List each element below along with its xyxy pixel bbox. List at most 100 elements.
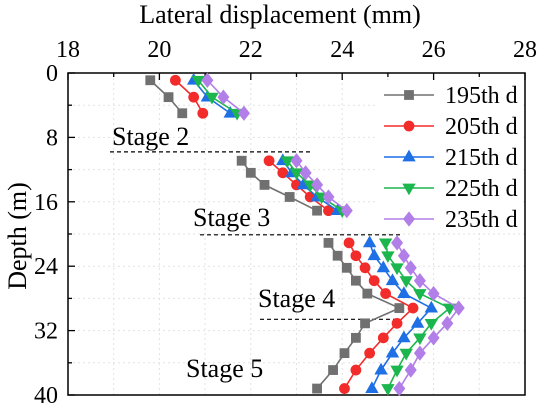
x-tick-label: 18 (56, 37, 80, 63)
legend-item: 225th d (384, 176, 518, 202)
data-point (289, 168, 304, 181)
data-point (339, 348, 350, 359)
series-205th-d (169, 74, 419, 394)
data-point (404, 362, 417, 378)
x-tick-label: 22 (239, 37, 263, 63)
x-tick-label: 28 (513, 37, 537, 63)
data-point (351, 332, 361, 343)
series-line (396, 242, 460, 389)
data-point (381, 384, 395, 396)
data-point (391, 235, 404, 251)
data-point (284, 192, 295, 202)
y-axis-title: Depth (m) (3, 182, 32, 290)
data-point (263, 155, 275, 167)
data-point (145, 75, 156, 86)
data-point (404, 260, 417, 276)
data-point (413, 289, 427, 301)
data-point (328, 365, 338, 375)
data-point (191, 75, 205, 88)
data-point (217, 89, 230, 105)
data-point (413, 345, 426, 361)
legend-item: 215th d (384, 145, 518, 171)
axis-ticks: 18 20 22 24 26 28 0 8 16 24 32 40 (34, 37, 537, 409)
data-point (442, 303, 457, 316)
y-tick-label: 32 (34, 319, 58, 345)
data-point (378, 238, 393, 251)
legend-label: 205th d (445, 114, 518, 140)
stage-label: Stage 2 (112, 122, 189, 151)
data-point (390, 263, 404, 276)
series (145, 72, 465, 397)
data-point (424, 300, 439, 313)
data-point (399, 276, 413, 288)
data-point (237, 105, 250, 121)
legend-marker (402, 183, 416, 196)
x-tick-label: 26 (422, 37, 446, 63)
data-point (197, 107, 209, 119)
data-point (312, 383, 322, 394)
data-point (360, 318, 370, 329)
series-225th-d (191, 75, 457, 396)
data-point (410, 316, 425, 328)
data-point (188, 91, 200, 103)
y-tick-label: 40 (34, 383, 58, 409)
legend-item: 235th d (384, 207, 518, 233)
data-point (365, 381, 379, 393)
data-point (399, 348, 413, 361)
y-tick-label: 24 (34, 254, 58, 280)
data-point (381, 251, 395, 264)
legend-label: 225th d (445, 176, 518, 202)
data-point (236, 155, 247, 166)
data-point (394, 303, 405, 313)
data-point (380, 288, 392, 299)
legend-marker (402, 211, 416, 227)
data-point (312, 205, 322, 216)
data-point (169, 74, 181, 86)
data-point (374, 362, 388, 375)
legend-background (378, 80, 523, 232)
stage-label: Stage 5 (186, 354, 263, 383)
data-point (377, 332, 389, 344)
data-point (350, 250, 362, 262)
data-point (280, 156, 295, 169)
legend-item: 195th d (384, 83, 518, 109)
data-point (397, 286, 411, 298)
data-point (368, 275, 380, 287)
y-tick-label: 0 (46, 61, 58, 87)
y-tick-label: 8 (46, 125, 58, 151)
data-point (177, 108, 188, 119)
data-point (362, 288, 373, 299)
legend-label: 195th d (445, 83, 518, 109)
stage-label: Stage 3 (193, 203, 270, 232)
data-point (452, 300, 465, 316)
x-tick-label: 20 (147, 37, 171, 63)
data-point (376, 260, 391, 273)
data-point (397, 248, 410, 264)
legend: 195th d 205th d 215th d 225th d 235th d (378, 80, 523, 233)
data-point (391, 317, 403, 329)
y-tick-label: 16 (34, 190, 58, 216)
legend-marker (404, 90, 414, 100)
data-point (311, 177, 324, 193)
data-point (385, 273, 400, 286)
data-point (427, 330, 440, 346)
data-point (367, 248, 381, 261)
data-point (205, 92, 219, 105)
series-195th-d (145, 75, 405, 394)
data-point (341, 262, 352, 273)
data-point (245, 167, 256, 178)
data-point (364, 347, 376, 359)
data-point (259, 179, 270, 190)
legend-item: 205th d (384, 114, 518, 140)
data-point (322, 189, 335, 205)
data-point (201, 72, 214, 88)
data-point (323, 237, 334, 248)
x-axis-title: Lateral displacement (mm) (139, 0, 421, 29)
data-point (332, 250, 343, 261)
series-235th-d (201, 72, 465, 397)
legend-label: 235th d (445, 207, 518, 233)
data-point (350, 364, 362, 376)
data-point (359, 262, 371, 274)
